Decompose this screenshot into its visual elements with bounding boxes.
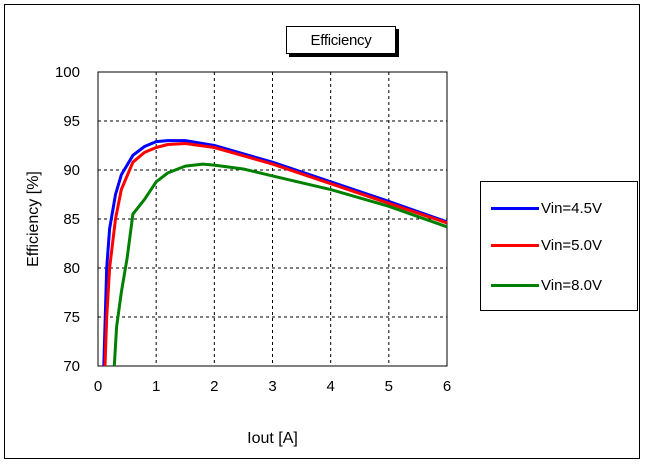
x-tick-label: 2 [210, 378, 218, 395]
y-tick-label: 80 [63, 260, 80, 277]
x-axis-label: Iout [A] [247, 430, 298, 447]
x-tick-label: 1 [152, 378, 160, 395]
x-tick-label: 6 [443, 378, 451, 395]
y-tick-label: 75 [63, 309, 80, 326]
series-line-vin-5-0v [103, 142, 448, 367]
x-tick-label: 0 [94, 378, 102, 395]
y-tick-label: 95 [63, 113, 80, 130]
legend-label-vin-8-0: Vin=8.0V [541, 276, 603, 294]
legend: Vin=4.5V Vin=5.0V Vin=8.0V [480, 181, 638, 311]
grid [98, 72, 447, 366]
legend-item-vin-4-5: Vin=4.5V [491, 198, 602, 218]
legend-label-vin-4-5: Vin=4.5V [541, 199, 603, 217]
legend-label-vin-5-0: Vin=5.0V [541, 236, 603, 254]
chart-title: Efficiency [286, 26, 396, 54]
y-tick-label: 90 [63, 162, 80, 179]
series-line-vin-4-5v [102, 139, 448, 367]
x-tick-label: 3 [268, 378, 276, 395]
y-tick-label: 85 [63, 211, 80, 228]
series-line-vin-8-0v [112, 162, 448, 367]
tick-labels: 0 1 2 3 4 5 6 70 75 80 85 90 95 100 [55, 64, 451, 395]
series-group [102, 139, 448, 367]
legend-swatch-vin-8-0 [491, 283, 539, 287]
y-axis-label: Efficiency [%] [25, 171, 42, 267]
legend-swatch-vin-5-0 [491, 243, 539, 247]
legend-swatch-vin-4-5 [491, 206, 539, 210]
y-tick-label: 100 [55, 64, 80, 81]
x-tick-label: 5 [385, 378, 393, 395]
legend-item-vin-5-0: Vin=5.0V [491, 235, 602, 255]
legend-item-vin-8-0: Vin=8.0V [491, 275, 602, 295]
y-tick-label: 70 [63, 358, 80, 375]
x-tick-label: 4 [326, 378, 334, 395]
plot-area-border [97, 71, 448, 367]
